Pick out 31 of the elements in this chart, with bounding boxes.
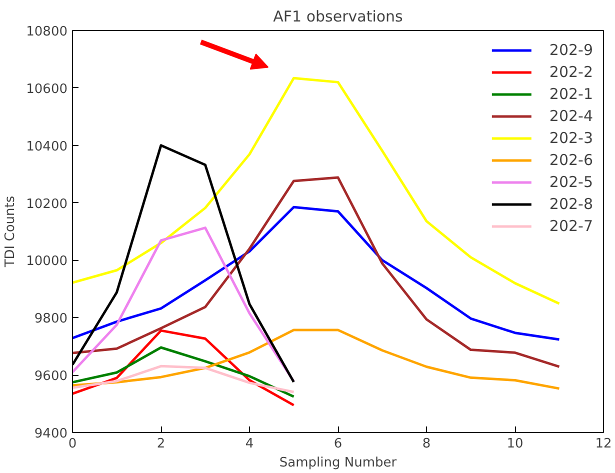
line-series — [72, 328, 560, 390]
y-tick-label: 9600 — [34, 369, 68, 384]
legend-label: 202-8 — [549, 195, 593, 213]
x-tick-label: 4 — [245, 436, 254, 452]
x-tick-label: 12 — [595, 436, 612, 452]
chart-title: AF1 observations — [273, 8, 404, 26]
legend-label: 202-4 — [549, 107, 593, 125]
legend-label: 202-1 — [549, 85, 593, 103]
y-tick-label: 10000 — [26, 254, 68, 270]
y-tick-label: 9800 — [34, 312, 68, 327]
legend-label: 202-7 — [549, 217, 593, 235]
x-axis-title: Sampling Number — [279, 456, 398, 470]
x-tick-label: 8 — [422, 436, 431, 452]
y-tick-label: 10400 — [26, 139, 68, 154]
y-tick-label: 10800 — [26, 24, 68, 40]
y-tick-label: 10600 — [26, 82, 68, 97]
line-series — [72, 364, 295, 394]
y-tick-label: 9400 — [34, 426, 68, 442]
legend-label: 202-5 — [549, 173, 593, 191]
legend-label: 202-2 — [549, 63, 593, 81]
legend-label: 202-3 — [549, 129, 593, 147]
y-tick-label: 10200 — [26, 196, 68, 212]
legend-label: 202-6 — [549, 151, 593, 169]
x-tick-label: 10 — [506, 436, 524, 452]
y-axis-title: TDI Counts — [3, 196, 18, 268]
x-tick-label: 2 — [156, 436, 166, 452]
line-series — [72, 226, 295, 383]
legend-label: 202-9 — [549, 41, 593, 59]
x-tick-label: 0 — [68, 436, 77, 452]
line-series — [72, 346, 295, 398]
x-tick-label: 6 — [334, 436, 342, 452]
